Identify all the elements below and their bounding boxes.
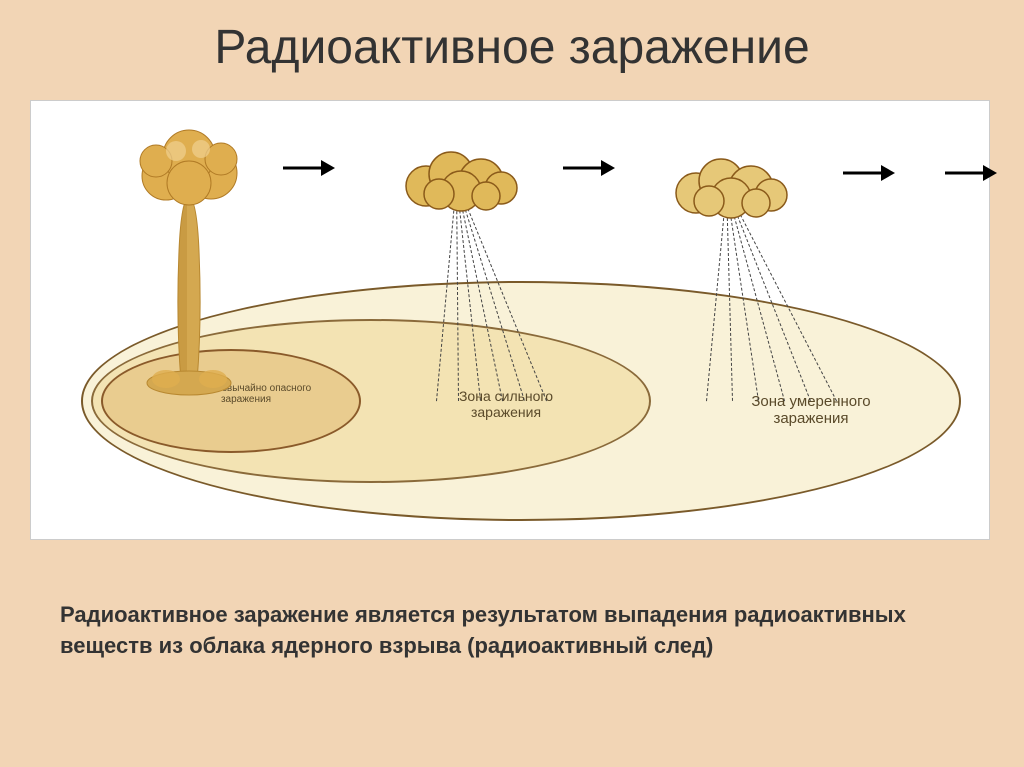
slide: Радиоактивное заражение Зона умеренного …: [0, 0, 1024, 767]
mushroom-cloud-svg: [121, 121, 261, 401]
wind-arrow-icon: [281, 151, 336, 188]
zone-outer-label: Зона умеренного заражения: [721, 393, 901, 427]
cloud1-icon: [391, 146, 531, 216]
slide-title: Радиоактивное заражение: [0, 20, 1024, 75]
cloud2: [661, 153, 801, 228]
zone-middle-label: Зона сильного заражения: [426, 388, 586, 420]
cloud2-icon: [661, 153, 801, 223]
wind-arrow-icon: [561, 151, 616, 188]
wind-arrow-icon: [943, 156, 998, 193]
cloud1: [391, 146, 531, 221]
wind-arrow-icon: [841, 156, 896, 193]
mushroom-cloud: [121, 121, 261, 406]
caption-text: Радиоактивное заражение является результ…: [60, 600, 960, 662]
diagram-area: Зона умеренного заражения Зона сильного з…: [30, 100, 990, 540]
